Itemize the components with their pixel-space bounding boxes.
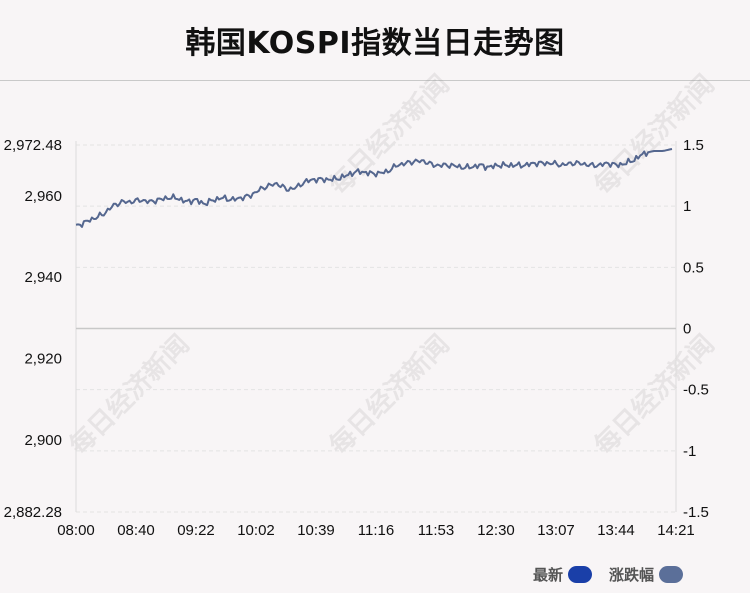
x-tick-label: 10:02 [237,522,275,539]
y-right-tick-label: 1 [683,198,691,215]
y-left-tick-label: 2,972.48 [4,137,62,154]
y-right-tick-label: 0.5 [683,259,704,276]
legend-item-latest[interactable]: 最新 [533,563,593,585]
legend-item-change[interactable]: 涨跌幅 [609,563,684,585]
x-tick-label: 13:07 [537,522,575,539]
kospi-price-line [75,148,673,228]
y-left-tick-label: 2,882.28 [4,504,62,521]
chart-title: 韩国KOSPI指数当日走势图 [185,26,565,61]
x-tick-label: 10:39 [297,522,335,539]
y-right-tick-label: -1.5 [683,504,709,521]
y-left-tick-label: 2,960 [24,188,62,205]
y-right-tick-label: 0 [683,321,691,338]
y-right-tick-label: 1.5 [683,137,704,154]
title-divider [0,80,750,81]
x-tick-label: 08:40 [117,522,155,539]
y-right-tick-label: -1 [683,443,696,460]
y-right-tick-label: -0.5 [683,382,709,399]
y-left-tick-label: 2,900 [24,432,62,449]
legend-swatch-change [659,565,684,583]
x-tick-label: 13:44 [597,522,635,539]
x-tick-label: 08:00 [57,522,95,539]
y-left-tick-label: 2,940 [24,269,62,286]
x-tick-label: 11:16 [358,522,394,539]
x-tick-label: 11:53 [418,522,454,539]
legend-label-latest: 最新 [533,565,564,584]
legend-swatch-latest [568,565,593,583]
x-tick-label: 09:22 [177,522,215,539]
legend-label-change: 涨跌幅 [609,565,655,584]
x-tick-label: 14:21 [657,522,695,539]
y-left-tick-label: 2,920 [24,351,62,368]
x-tick-label: 12:30 [477,522,515,539]
